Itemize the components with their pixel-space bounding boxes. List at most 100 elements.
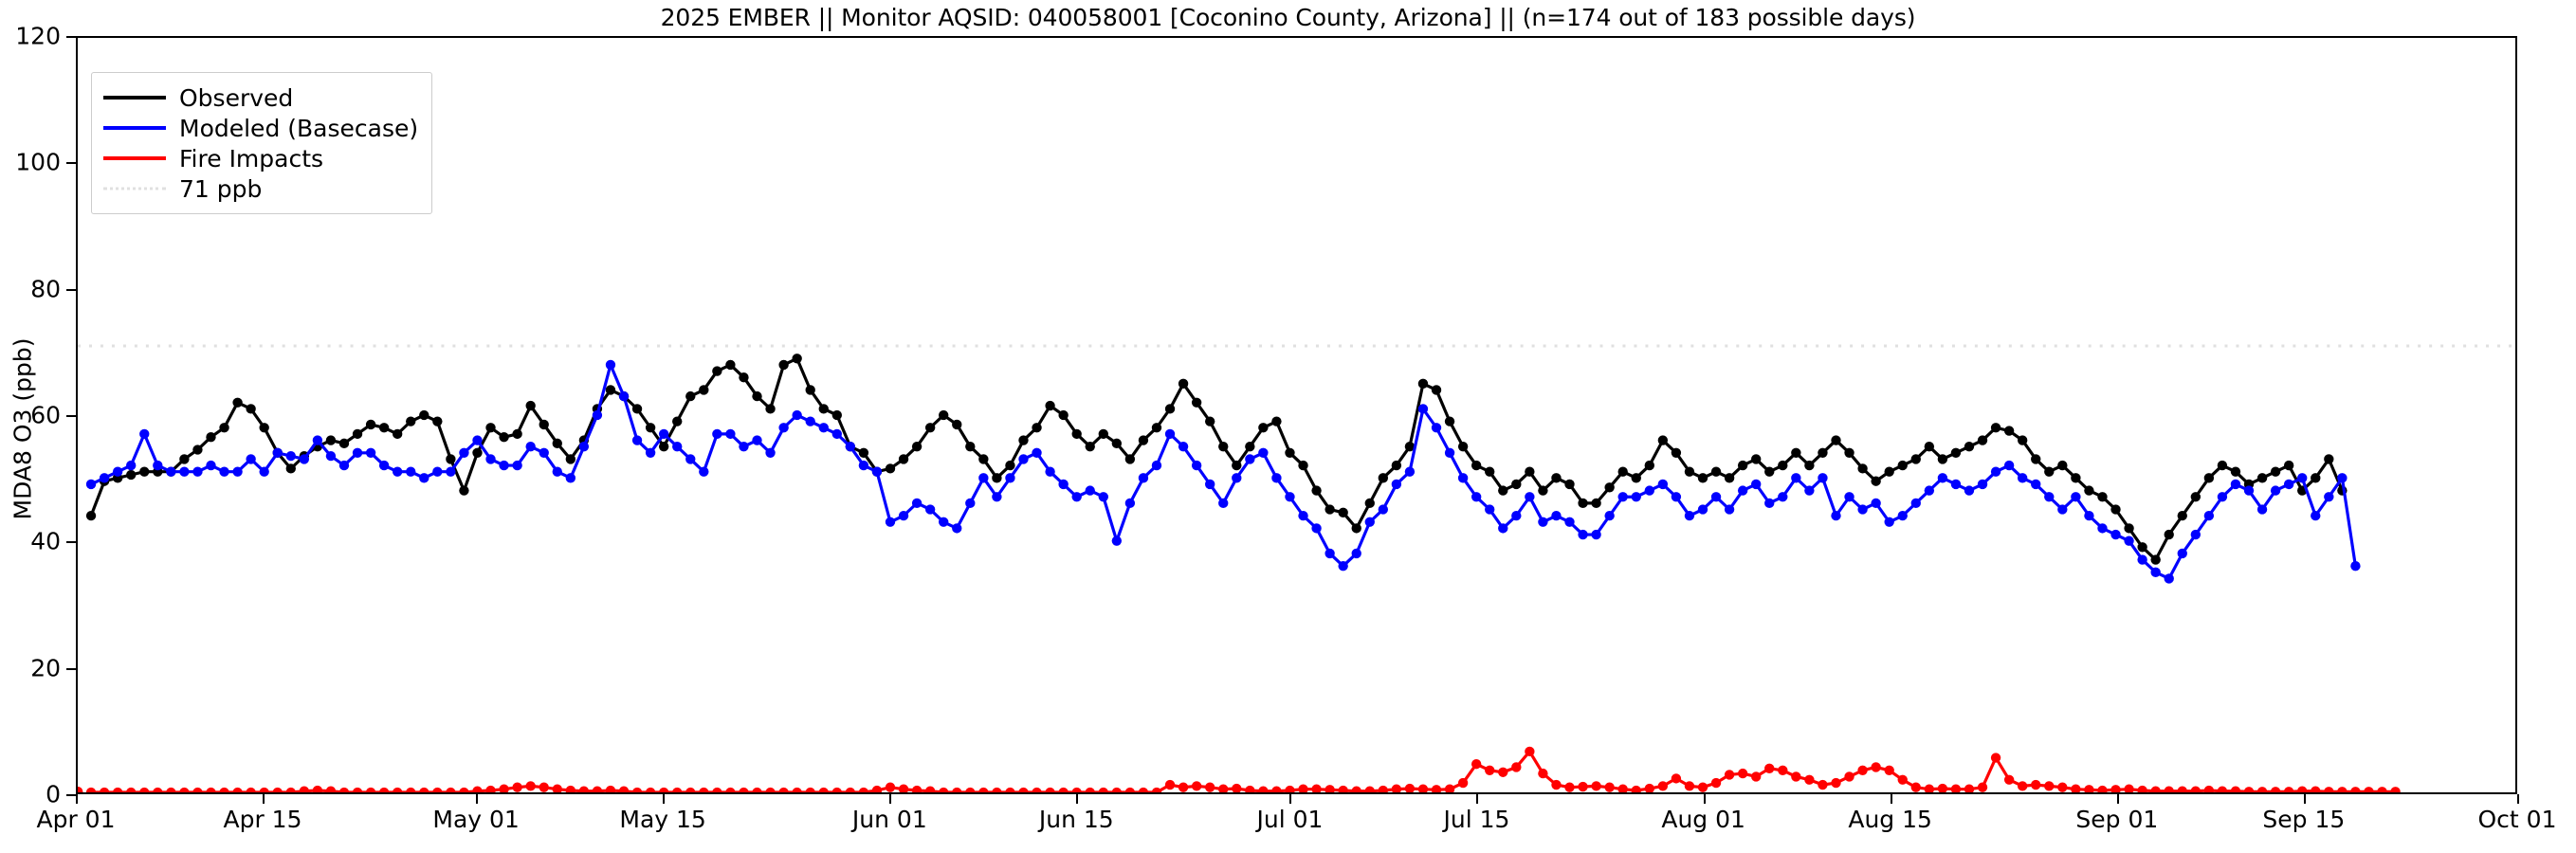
data-point: [1298, 510, 1308, 521]
data-point: [1218, 441, 1229, 452]
data-point: [139, 787, 150, 792]
data-point: [645, 787, 656, 792]
data-point: [1204, 416, 1215, 426]
data-point: [1111, 787, 1123, 792]
data-point: [1657, 479, 1669, 490]
data-point: [699, 466, 709, 477]
data-point: [1578, 498, 1588, 509]
legend-item-threshold[interactable]: 71 ppb: [103, 173, 418, 204]
data-point: [2084, 785, 2094, 792]
legend-item-observed[interactable]: Observed: [103, 82, 418, 113]
data-point: [1245, 785, 1255, 792]
data-point: [924, 504, 936, 515]
data-point: [1697, 782, 1708, 792]
data-point: [365, 787, 376, 792]
data-point: [78, 787, 83, 792]
data-point: [2031, 479, 2041, 490]
data-point: [338, 438, 350, 449]
y-tick-label: 100: [15, 148, 61, 176]
data-point: [446, 787, 456, 792]
data-point: [1857, 463, 1868, 474]
data-point: [2097, 523, 2108, 534]
data-point: [831, 428, 842, 440]
data-point: [1604, 782, 1615, 792]
x-tick-mark: [2116, 794, 2119, 804]
data-point: [2071, 784, 2081, 792]
data-point: [1657, 781, 1669, 791]
data-point: [1325, 785, 1335, 792]
data-point: [1325, 504, 1335, 515]
data-point: [1710, 492, 1722, 502]
data-point: [1710, 777, 1722, 789]
data-point: [1604, 482, 1615, 493]
data-point: [631, 787, 643, 792]
data-point: [871, 466, 883, 477]
data-point: [1551, 779, 1562, 790]
data-point: [112, 466, 123, 477]
x-tick-label: May 15: [619, 806, 706, 833]
data-point: [1285, 492, 1295, 502]
series-line: [89, 356, 2344, 562]
data-point: [1404, 783, 1416, 792]
data-point: [1338, 561, 1348, 572]
data-point: [1818, 447, 1828, 458]
data-point: [978, 473, 989, 483]
data-point: [85, 787, 97, 792]
legend-item-modeled[interactable]: Modeled (Basecase): [103, 113, 418, 143]
data-point: [2137, 785, 2147, 792]
data-point: [1045, 787, 1055, 792]
data-point: [85, 479, 97, 490]
data-point: [1071, 428, 1082, 440]
data-point: [1485, 466, 1495, 477]
data-point: [2124, 784, 2134, 792]
data-point: [512, 428, 522, 440]
data-point: [432, 416, 443, 426]
data-point: [1977, 479, 1988, 490]
y-tick-mark: [66, 667, 76, 670]
data-point: [1138, 473, 1149, 483]
data-point: [1191, 397, 1202, 408]
data-point: [818, 404, 829, 414]
data-point: [2057, 504, 2068, 515]
data-point: [1671, 492, 1682, 502]
data-point: [2324, 492, 2334, 502]
data-point: [2124, 523, 2134, 534]
legend-label-modeled: Modeled (Basecase): [179, 114, 419, 142]
x-tick-label: Jul 01: [1256, 806, 1324, 833]
data-point: [1631, 492, 1641, 502]
data-point: [499, 460, 509, 471]
data-point: [658, 428, 669, 440]
data-point: [2256, 473, 2268, 483]
data-point: [1391, 784, 1402, 792]
data-point: [2256, 504, 2268, 515]
data-point: [565, 454, 576, 464]
data-point: [1764, 466, 1775, 477]
data-point: [1018, 454, 1029, 464]
data-point: [2150, 786, 2161, 792]
data-point: [325, 786, 337, 792]
data-point: [992, 492, 1002, 502]
data-point: [805, 385, 815, 395]
y-tick-label: 0: [46, 780, 61, 808]
data-point: [1071, 787, 1082, 792]
data-point: [1737, 768, 1748, 779]
data-point: [2124, 535, 2134, 546]
data-point: [1871, 762, 1881, 772]
data-point: [898, 510, 909, 521]
data-point: [1431, 785, 1442, 792]
data-point: [206, 432, 216, 443]
data-point: [1644, 485, 1654, 496]
data-point: [272, 447, 283, 458]
data-point: [1285, 785, 1295, 792]
series-observed: [85, 354, 2348, 565]
data-point: [153, 787, 163, 792]
data-point: [539, 447, 549, 458]
legend-item-fire-impacts[interactable]: Fire Impacts: [103, 143, 418, 173]
data-point: [2110, 504, 2121, 515]
data-point: [1937, 783, 1948, 792]
data-point: [699, 787, 709, 792]
data-point: [592, 409, 603, 421]
data-point: [1631, 473, 1641, 483]
data-point: [525, 400, 536, 411]
data-point: [2283, 787, 2294, 792]
